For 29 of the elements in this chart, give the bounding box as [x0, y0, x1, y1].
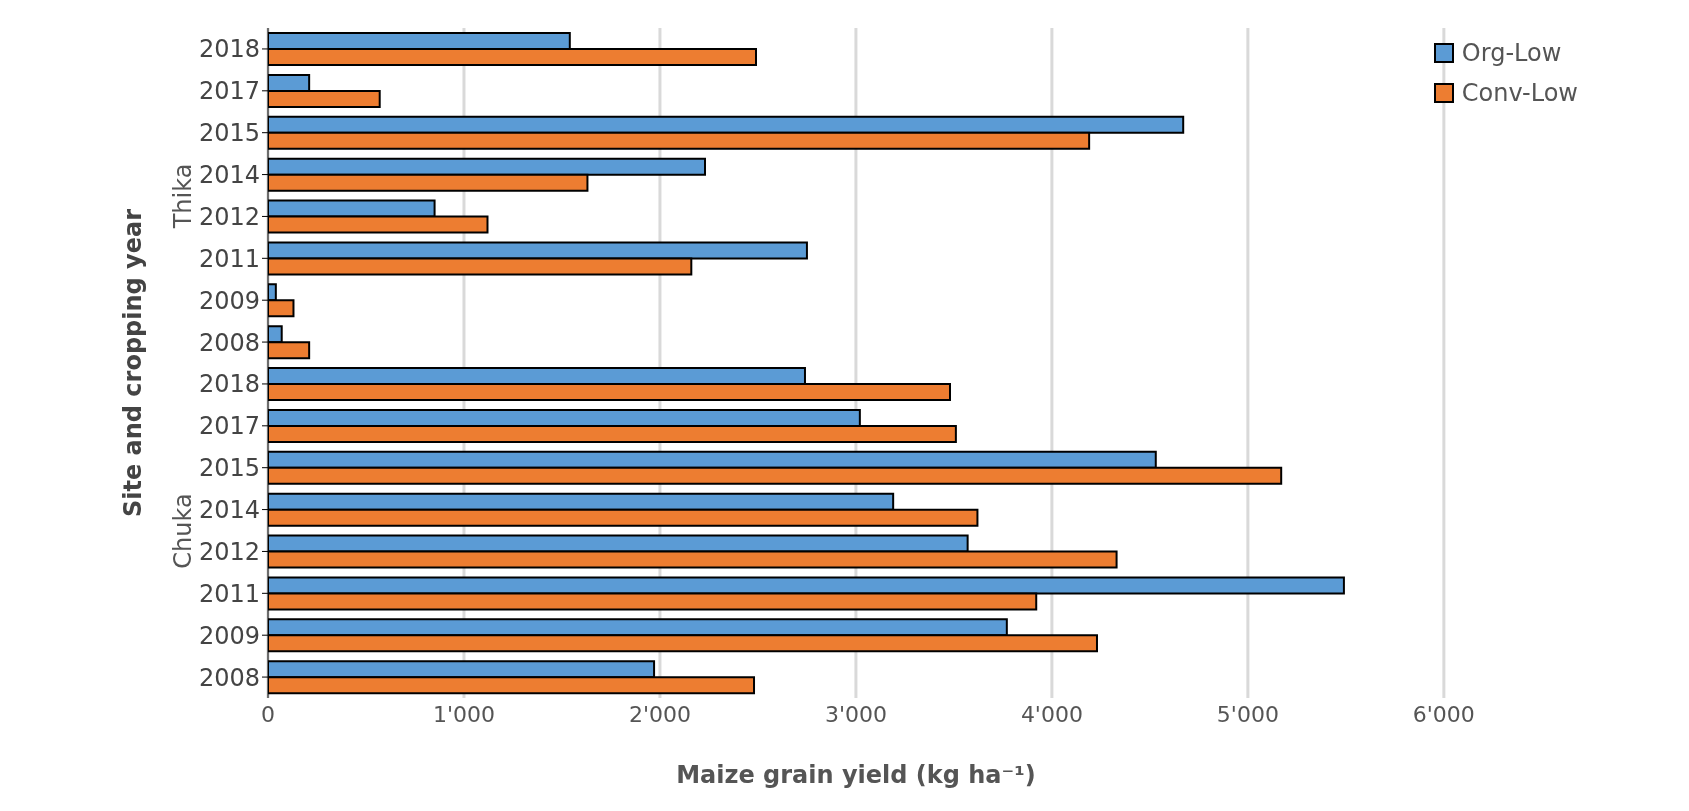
- legend-label: Org-Low: [1461, 38, 1562, 69]
- text: Thika: [169, 163, 197, 228]
- x-tick-label: 4'000: [1020, 701, 1083, 727]
- x-tick-label: 3'000: [824, 701, 887, 727]
- y-tick-label: 2018: [198, 35, 260, 64]
- x-axis-title: Maize grain yield (kg ha⁻¹): [676, 761, 1036, 789]
- y-tick-label: 2017: [198, 77, 260, 106]
- y-tick-label: 2014: [198, 496, 260, 525]
- y-tick-label: 2011: [198, 579, 260, 608]
- y-tick-label: 2009: [198, 621, 260, 650]
- x-tick-label: 5'000: [1216, 701, 1279, 727]
- y-tick-label: 2017: [198, 412, 260, 441]
- x-tick-label: 6'000: [1412, 701, 1475, 727]
- y-tick-label: 2008: [198, 328, 260, 357]
- legend-label: Conv-Low: [1461, 78, 1578, 109]
- y-tick-label: 2012: [198, 537, 260, 566]
- y-tick-label: 2015: [198, 454, 260, 483]
- y-tick-label: 2012: [198, 202, 260, 231]
- y-tick-label: 2015: [198, 119, 260, 148]
- y-tick-label: 2018: [198, 370, 260, 399]
- x-tick-label: 1'000: [432, 701, 495, 727]
- x-tick-label: 2'000: [628, 701, 691, 727]
- y-tick-label: 2014: [198, 161, 260, 190]
- y-tick-label: 2009: [198, 286, 260, 315]
- text: Chuka: [169, 492, 197, 569]
- y-tick-label: 2008: [198, 663, 260, 692]
- y-tick-label: 2011: [198, 244, 260, 273]
- x-tick-label: 0: [261, 701, 275, 727]
- y-axis-title: Site and cropping year: [119, 208, 147, 518]
